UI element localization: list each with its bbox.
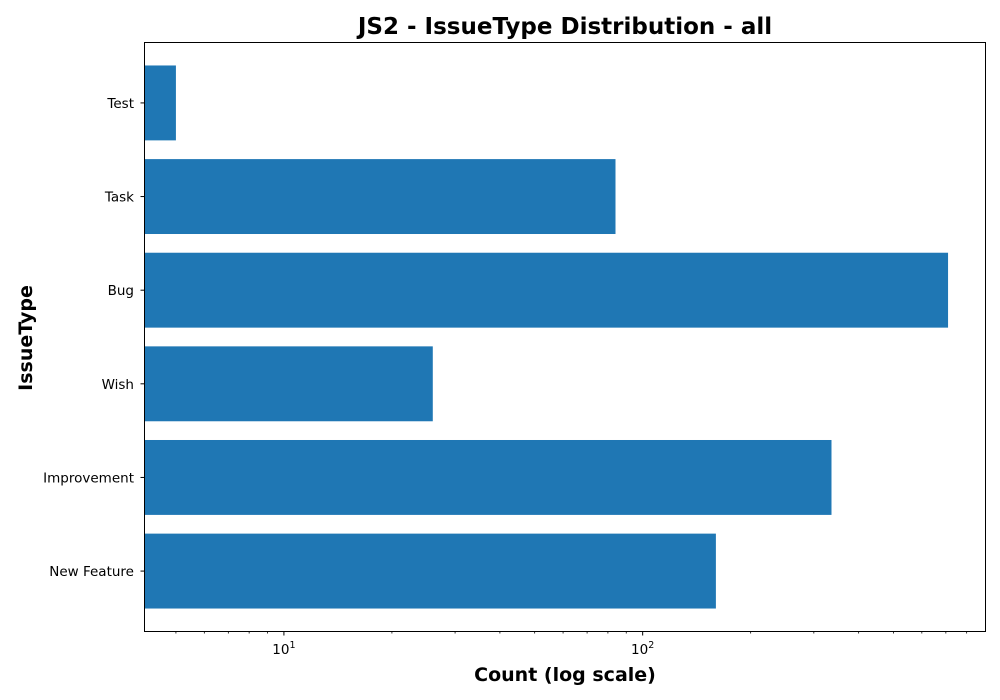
plot-area-frame <box>144 42 986 632</box>
bar-new-feature <box>145 533 716 609</box>
x-tick-label: 101 <box>272 640 295 658</box>
y-axis-ticks: Test Task Bug Wish Improvement New Feature <box>43 96 145 580</box>
y-tick-label: New Feature <box>49 564 134 580</box>
bars <box>145 65 949 609</box>
x-axis-label: Count (log scale) <box>474 664 656 686</box>
y-tick-label: Wish <box>102 377 134 393</box>
y-axis-label: IssueType <box>15 285 37 391</box>
x-axis-ticks: 101 102 <box>175 631 968 658</box>
bar-bug <box>145 252 949 328</box>
bar-wish <box>145 346 433 422</box>
y-tick-label: Task <box>104 190 134 206</box>
x-tick-label: 102 <box>631 640 654 658</box>
bar-test <box>145 65 176 141</box>
bar-improvement <box>145 439 832 515</box>
y-tick-label: Test <box>106 96 134 112</box>
y-tick-label: Improvement <box>43 470 134 486</box>
chart-title: JS2 - IssueType Distribution - all <box>356 14 772 40</box>
bar-task <box>145 159 616 235</box>
y-tick-label: Bug <box>108 283 134 299</box>
